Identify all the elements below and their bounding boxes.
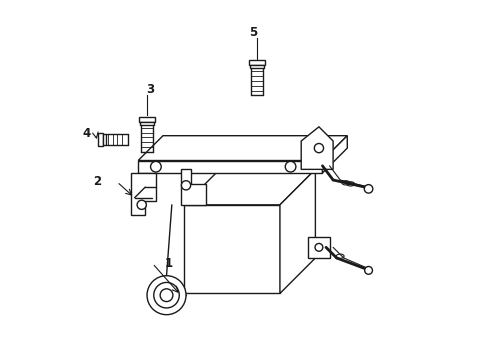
Polygon shape xyxy=(140,122,154,125)
Circle shape xyxy=(364,185,372,193)
Polygon shape xyxy=(307,237,329,258)
Circle shape xyxy=(181,181,190,190)
Text: 4: 4 xyxy=(82,127,91,140)
Polygon shape xyxy=(322,136,346,173)
Text: 2: 2 xyxy=(93,175,102,188)
Circle shape xyxy=(285,161,295,172)
Polygon shape xyxy=(301,127,332,169)
Text: 1: 1 xyxy=(164,257,172,270)
Polygon shape xyxy=(248,60,264,65)
Circle shape xyxy=(314,243,322,251)
Polygon shape xyxy=(139,117,155,122)
Text: 5: 5 xyxy=(249,26,257,39)
Circle shape xyxy=(160,289,173,302)
Circle shape xyxy=(137,200,146,210)
Polygon shape xyxy=(131,173,156,215)
Polygon shape xyxy=(184,169,315,205)
Polygon shape xyxy=(181,169,205,205)
Polygon shape xyxy=(279,169,315,293)
Polygon shape xyxy=(102,134,106,145)
Polygon shape xyxy=(138,161,322,173)
Circle shape xyxy=(147,276,185,315)
Polygon shape xyxy=(98,133,102,145)
Circle shape xyxy=(153,283,179,308)
Polygon shape xyxy=(138,136,346,161)
Text: 3: 3 xyxy=(146,83,154,96)
Circle shape xyxy=(150,161,161,172)
Circle shape xyxy=(364,266,372,274)
Circle shape xyxy=(314,144,323,153)
Polygon shape xyxy=(249,65,264,68)
Polygon shape xyxy=(184,205,279,293)
